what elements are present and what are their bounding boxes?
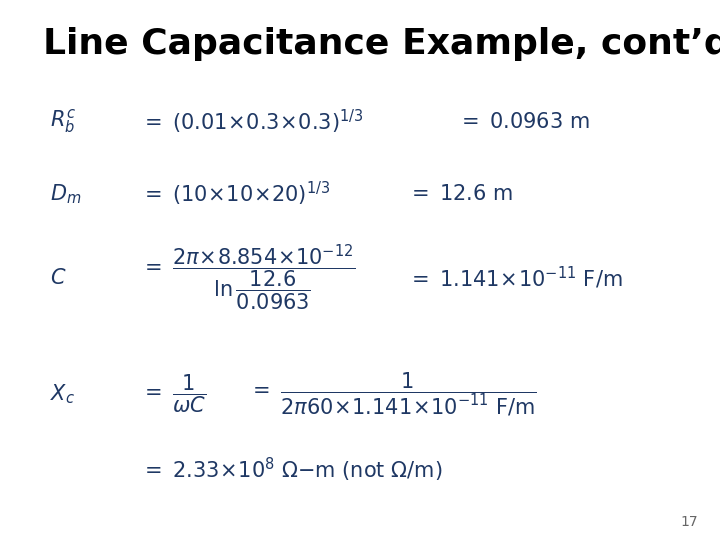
Text: $= \ (0.01\!\times\!0.3\!\times\!0.3)^{1/3}$: $= \ (0.01\!\times\!0.3\!\times\!0.3)^{1… — [140, 107, 364, 136]
Text: $= \ 2.33\!\times\!10^{8} \ \Omega\mathrm{-m \ (not \ }\Omega\mathrm{/m)}$: $= \ 2.33\!\times\!10^{8} \ \Omega\mathr… — [140, 456, 443, 484]
Text: $= \ (10\!\times\!10\!\times\!20)^{1/3}$: $= \ (10\!\times\!10\!\times\!20)^{1/3}$ — [140, 180, 331, 208]
Text: Line Capacitance Example, cont’d: Line Capacitance Example, cont’d — [43, 27, 720, 61]
Text: $R_b^c$: $R_b^c$ — [50, 107, 76, 136]
Text: $= \ \dfrac{2\pi\!\times\!8.854\!\times\!10^{-12}}{\ln\dfrac{12.6}{0.0963}}$: $= \ \dfrac{2\pi\!\times\!8.854\!\times\… — [140, 243, 356, 313]
Text: $X_c$: $X_c$ — [50, 382, 76, 406]
Text: $C$: $C$ — [50, 268, 67, 288]
Text: 17: 17 — [681, 515, 698, 529]
Text: $= \ 12.6 \ \mathrm{m}$: $= \ 12.6 \ \mathrm{m}$ — [407, 184, 513, 205]
Text: $D_m$: $D_m$ — [50, 183, 82, 206]
Text: $= \ \dfrac{1}{\omega C}$: $= \ \dfrac{1}{\omega C}$ — [140, 373, 207, 415]
Text: $= \ 0.0963 \ \mathrm{m}$: $= \ 0.0963 \ \mathrm{m}$ — [457, 111, 590, 132]
Text: $= \ 1.141\!\times\!10^{-11} \ \mathrm{F/m}$: $= \ 1.141\!\times\!10^{-11} \ \mathrm{F… — [407, 265, 622, 291]
Text: $= \ \dfrac{1}{2\pi 60\!\times\!1.141\!\times\!10^{-11} \ \mathrm{F/m}}$: $= \ \dfrac{1}{2\pi 60\!\times\!1.141\!\… — [248, 370, 537, 418]
